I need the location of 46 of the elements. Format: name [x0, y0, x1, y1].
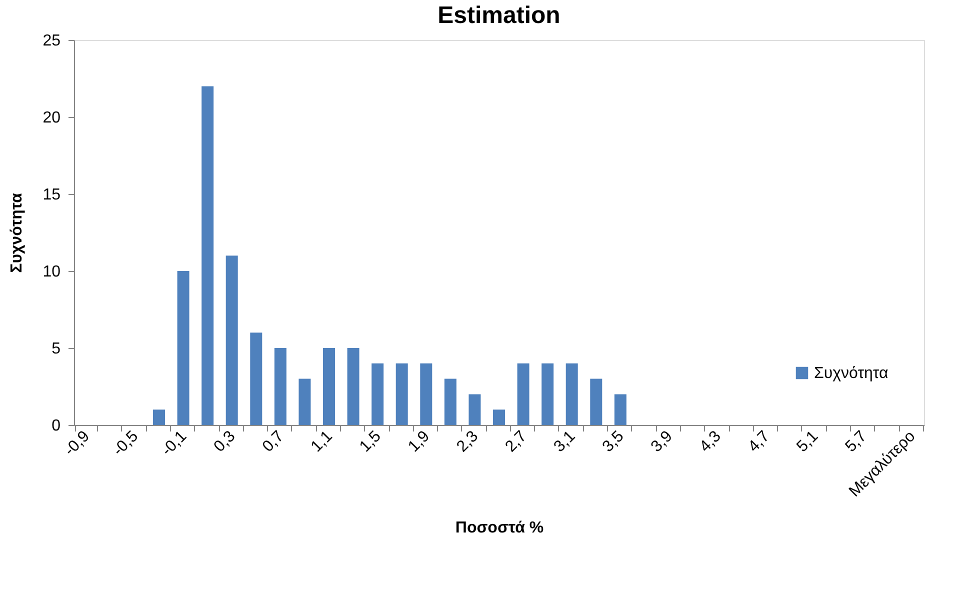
x-tick-label: 3,1 — [550, 428, 579, 456]
bar — [226, 256, 238, 425]
bar — [153, 410, 165, 425]
bar — [614, 394, 626, 425]
y-tick-label: 15 — [42, 186, 61, 204]
x-tick-label: 3,5 — [600, 428, 628, 456]
bar — [323, 348, 335, 425]
x-tick-label: 2,3 — [454, 428, 482, 456]
bar — [444, 378, 456, 425]
y-tick-label: 20 — [42, 110, 61, 126]
x-tick-label: 5,1 — [794, 428, 822, 456]
x-tick-label: 1,1 — [308, 428, 336, 456]
y-axis-title: Συχνότητα — [8, 192, 26, 273]
bar — [493, 410, 505, 425]
bar — [396, 363, 408, 425]
x-tick-label: 1,5 — [356, 428, 384, 456]
x-tick-label: 2,7 — [502, 428, 530, 456]
x-tick-label: 3,9 — [648, 428, 676, 456]
x-tick-label: -0,1 — [158, 428, 190, 460]
x-tick-label: 4,3 — [696, 428, 724, 456]
bar — [372, 363, 384, 425]
x-tick-label: -0,9 — [61, 428, 94, 460]
x-tick-label: 0,7 — [260, 428, 288, 456]
x-tick-label: 1,9 — [405, 428, 434, 456]
bar — [420, 363, 432, 425]
bar — [202, 86, 214, 425]
y-tick-label: 0 — [52, 418, 61, 434]
bar — [250, 332, 262, 425]
x-tick-label: 0,3 — [210, 428, 239, 456]
bar — [517, 363, 530, 425]
bar — [298, 378, 311, 425]
x-tick-label: -0,5 — [110, 428, 142, 460]
chart-title: Estimation — [438, 2, 560, 29]
bar — [542, 363, 554, 425]
bar — [590, 378, 602, 425]
bar — [177, 271, 190, 425]
bar — [274, 348, 286, 425]
y-tick-label: 25 — [42, 32, 61, 50]
y-tick-label: 10 — [42, 264, 61, 280]
bar — [566, 363, 578, 425]
x-tick-label: 4,7 — [745, 428, 774, 456]
bar — [347, 348, 360, 425]
x-axis-title: Ποσοστά % — [455, 520, 544, 537]
y-tick-label: 5 — [52, 340, 61, 358]
legend-label: Συχνότητα — [814, 365, 888, 382]
bar — [468, 394, 481, 425]
